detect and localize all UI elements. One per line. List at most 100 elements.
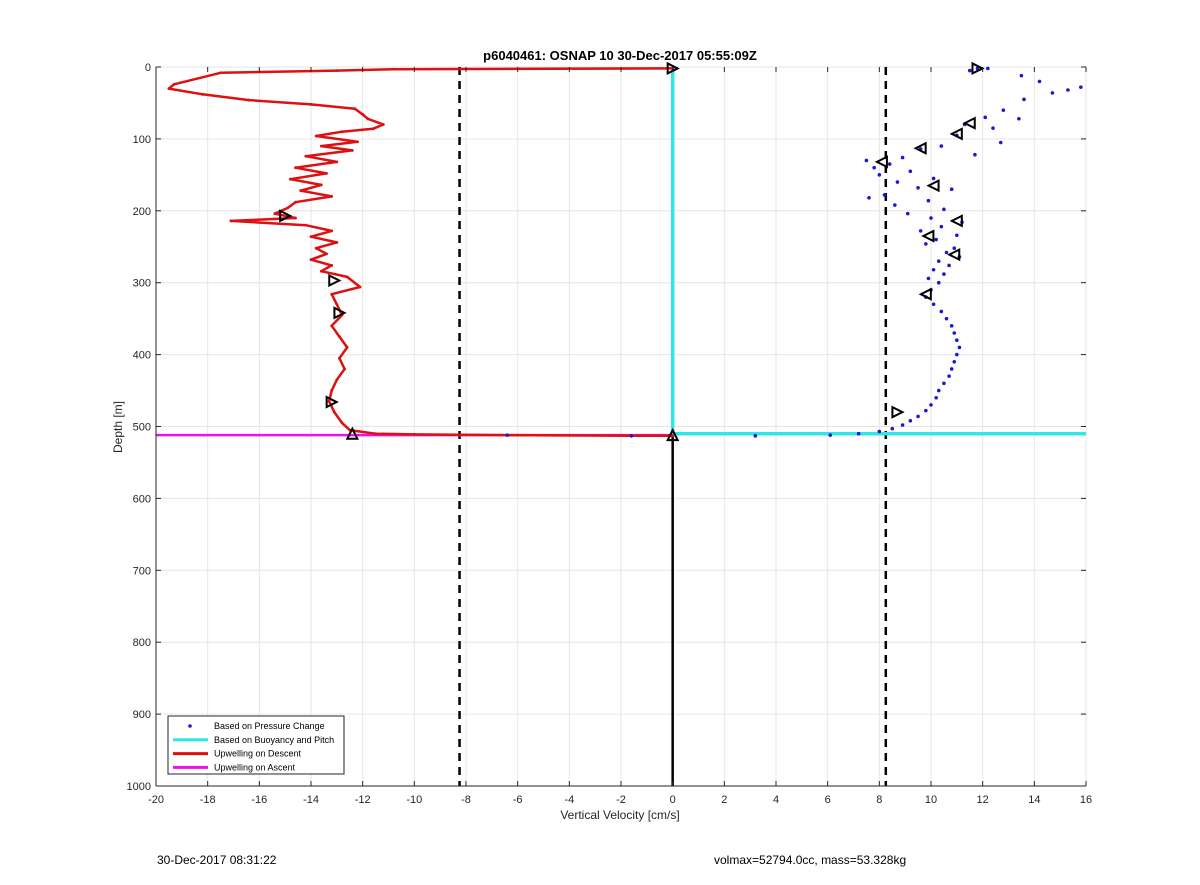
descent-point xyxy=(330,324,334,328)
footer-timestamp: 30-Dec-2017 08:31:22 xyxy=(157,853,277,867)
chart-title: p6040461: OSNAP 10 30-Dec-2017 05:55:09Z xyxy=(483,48,757,63)
x-tick-label: 6 xyxy=(825,794,831,806)
descent-point xyxy=(374,432,377,436)
series-layer xyxy=(156,66,1086,786)
descent-point xyxy=(392,67,396,71)
pressure-point xyxy=(936,388,941,393)
pressure-point xyxy=(828,433,833,437)
y-tick-label: 500 xyxy=(133,422,151,434)
x-tick-label: 12 xyxy=(977,794,989,806)
descent-point xyxy=(172,82,176,86)
y-tick-label: 0 xyxy=(145,62,151,74)
pressure-point xyxy=(890,426,895,431)
pressure-point xyxy=(908,418,913,423)
pressure-point xyxy=(872,165,876,170)
descent-point xyxy=(286,206,290,210)
pressure-point xyxy=(924,242,928,246)
descent-point xyxy=(343,367,346,371)
x-tick-label: -10 xyxy=(406,794,422,806)
y-axis-label: Depth [m] xyxy=(111,401,125,453)
triangle-marker xyxy=(891,405,905,419)
descent-point xyxy=(335,378,339,382)
descent-point xyxy=(330,264,334,267)
pressure-point xyxy=(1001,108,1006,112)
pressure-point xyxy=(939,309,944,314)
triangle-marker xyxy=(874,155,888,169)
y-tick-label: 200 xyxy=(133,206,151,218)
pressure-point xyxy=(975,66,980,71)
x-tick-label: -6 xyxy=(513,794,523,806)
x-axis-label: Vertical Velocity [cm/s] xyxy=(560,808,679,822)
pressure-point xyxy=(939,224,944,229)
descent-point xyxy=(304,154,308,158)
legend-label: Upwelling on Ascent xyxy=(214,762,296,772)
y-tick-label: 400 xyxy=(133,350,151,362)
descent-point xyxy=(229,219,233,223)
pressure-point xyxy=(991,126,995,130)
descent-point xyxy=(371,127,375,131)
descent-point xyxy=(314,246,318,250)
descent-point xyxy=(314,134,318,138)
pressure-point xyxy=(936,280,941,285)
descent-point xyxy=(288,177,292,181)
pressure-point xyxy=(952,246,957,250)
descent-point xyxy=(361,113,365,116)
pressure-point xyxy=(926,276,931,281)
x-tick-label: 2 xyxy=(721,794,727,806)
triangle-marker xyxy=(913,141,927,155)
pressure-point xyxy=(900,423,905,427)
descent-point xyxy=(358,285,362,289)
pressure-point xyxy=(916,185,920,190)
pressure-point xyxy=(893,203,897,207)
descent-point xyxy=(381,123,385,126)
descent-point xyxy=(309,258,313,262)
pressure-point xyxy=(856,431,861,436)
descent-point xyxy=(330,389,334,392)
y-tick-label: 900 xyxy=(133,709,151,721)
descent-point xyxy=(350,149,354,152)
pressure-point xyxy=(936,259,941,263)
pressure-point xyxy=(967,68,972,73)
pressure-point xyxy=(944,316,949,321)
descent-point xyxy=(319,269,323,273)
pressure-point xyxy=(986,66,990,71)
descent-point xyxy=(345,346,349,349)
triangle-marker xyxy=(947,248,961,262)
descent-point xyxy=(309,235,313,239)
legend-label: Based on Buoyancy and Pitch xyxy=(214,735,334,745)
axes: -20 -18 -16 -14 -12 -10 -8 -6 -4 -2 0 2 4 6 8 10 12 14 160… xyxy=(127,62,1093,806)
descent-point xyxy=(335,160,339,164)
descent-point xyxy=(299,189,303,193)
legend-box xyxy=(167,715,345,775)
y-tick-label: 600 xyxy=(133,493,151,505)
x-tick-label: -16 xyxy=(251,794,267,806)
descent-point xyxy=(319,144,323,148)
descent-point xyxy=(412,433,416,436)
descent-point xyxy=(335,69,339,72)
descent-point xyxy=(340,421,344,425)
y-tick-label: 1000 xyxy=(127,781,151,793)
pressure-point xyxy=(983,115,988,120)
legend-swatch-pressure xyxy=(188,724,192,728)
pressure-point xyxy=(900,155,905,160)
pressure-point xyxy=(908,169,913,174)
pressure-point xyxy=(944,250,949,255)
descent-point xyxy=(356,140,359,144)
pressure-point xyxy=(947,263,951,268)
y-tick-label: 300 xyxy=(133,278,151,290)
pressure-point xyxy=(1019,73,1024,78)
triangle-marker xyxy=(926,179,940,193)
descent-point xyxy=(294,216,297,220)
pressure-point xyxy=(1079,85,1083,89)
triangle-marker xyxy=(333,306,347,320)
pressure-point xyxy=(934,395,938,400)
descent-point xyxy=(327,399,331,403)
based-on-buoyancy-and-pitch-line xyxy=(670,68,1086,436)
descent-point xyxy=(345,275,349,279)
x-tick-label: 16 xyxy=(1080,794,1092,806)
pressure-point xyxy=(929,403,933,407)
pressure-point xyxy=(882,193,887,197)
pressure-point xyxy=(929,216,933,220)
legend-label: Based on Pressure Change xyxy=(214,721,325,731)
